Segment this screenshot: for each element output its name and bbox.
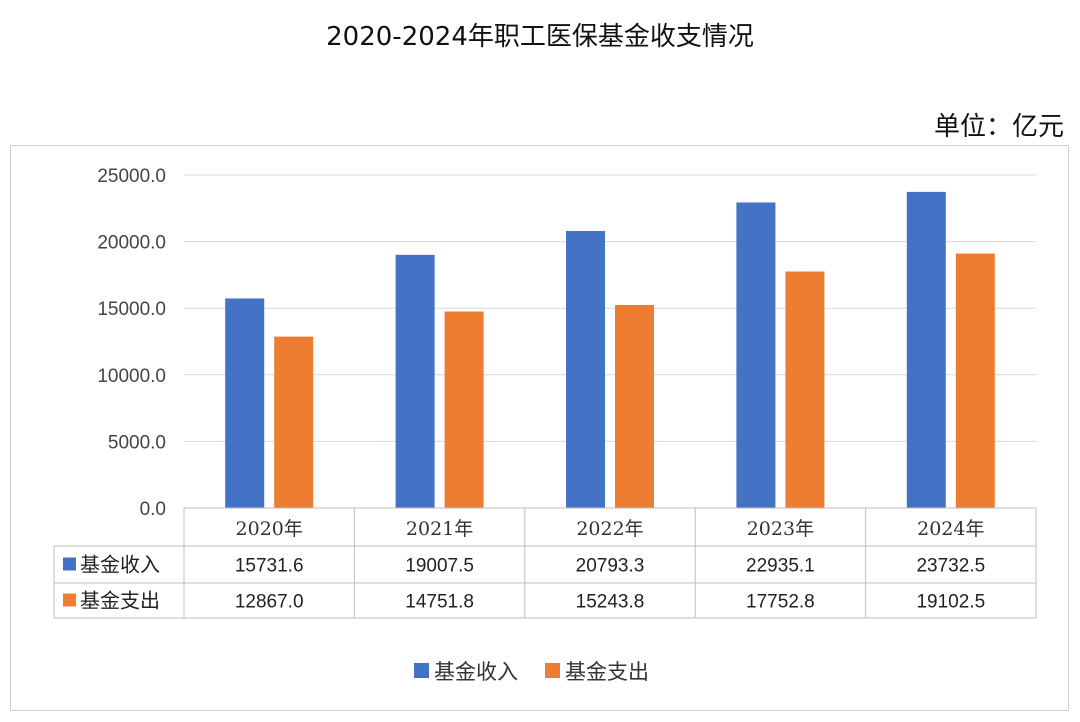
y-tick-label: 10000.0 — [97, 366, 166, 387]
table-cell-value: 17752.8 — [746, 592, 815, 613]
unit-label: 单位：亿元 — [933, 112, 1064, 142]
table-cell-value: 19102.5 — [916, 592, 985, 613]
y-tick-label: 25000.0 — [97, 166, 166, 187]
bar — [274, 336, 314, 508]
bar — [955, 253, 995, 508]
bar — [444, 311, 484, 508]
y-tick-label: 20000.0 — [97, 233, 166, 254]
bar — [615, 304, 654, 508]
y-tick-label: 5000.0 — [108, 432, 166, 453]
bar — [225, 298, 265, 508]
bar — [395, 254, 435, 508]
table-cell-value: 15731.6 — [235, 556, 304, 577]
table-row-label: 基金支出 — [80, 589, 160, 613]
table-row-label: 基金收入 — [80, 553, 160, 577]
table-legend-swatch — [63, 593, 76, 607]
table-cell-value: 14751.8 — [405, 592, 474, 613]
bar — [566, 231, 605, 508]
bar — [906, 191, 946, 508]
table-cell-value: 20793.3 — [576, 556, 645, 577]
legend-swatch — [545, 663, 560, 678]
bar — [736, 202, 776, 509]
category-label: 2022年 — [576, 518, 643, 540]
legend-label: 基金支出 — [565, 660, 649, 684]
category-label: 2020年 — [236, 518, 303, 540]
category-label: 2021年 — [406, 518, 473, 540]
category-label: 2024年 — [917, 518, 984, 540]
legend-swatch — [414, 663, 429, 678]
chart-frame — [10, 145, 1069, 711]
legend-label: 基金收入 — [434, 660, 518, 684]
y-tick-label: 0.0 — [140, 499, 166, 520]
table-cell-value: 22935.1 — [746, 556, 815, 577]
y-tick-label: 15000.0 — [97, 299, 166, 320]
category-label: 2023年 — [747, 518, 814, 540]
chart-title: 2020-2024年职工医保基金收支情况 — [326, 22, 754, 52]
table-cell-value: 23732.5 — [916, 556, 985, 577]
bar — [785, 271, 825, 508]
table-cell-value: 19007.5 — [405, 556, 474, 577]
table-cell-value: 15243.8 — [576, 592, 645, 613]
table-cell-value: 12867.0 — [235, 592, 304, 613]
table-legend-swatch — [63, 557, 76, 571]
